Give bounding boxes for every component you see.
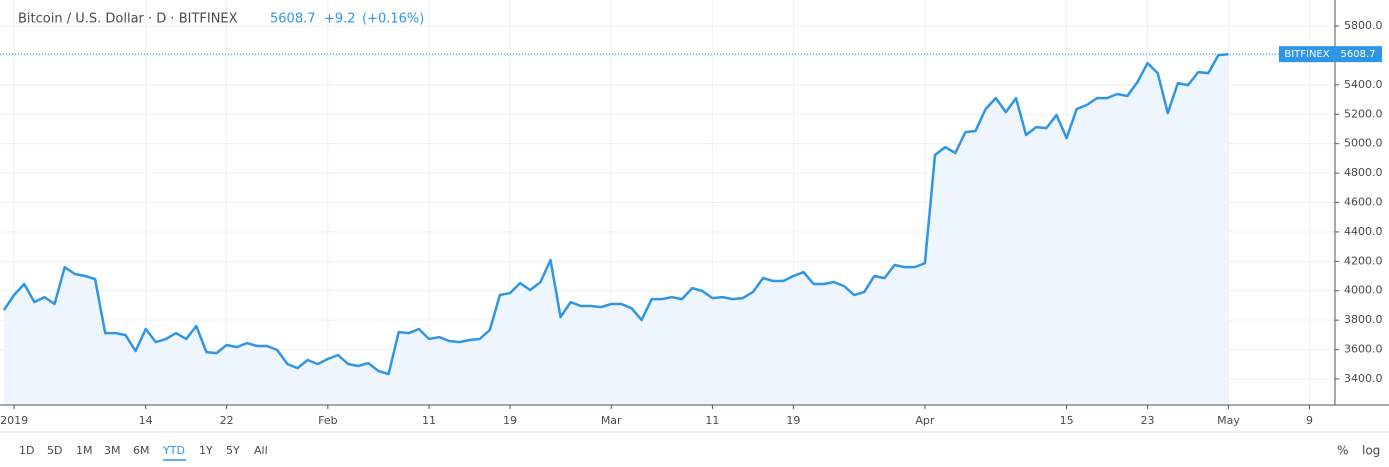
symbol-title: Bitcoin / U.S. Dollar · D · BITFINEX [18,12,238,27]
range-button[interactable]: 1D [19,444,34,457]
y-tick-label: 3400.0 [1344,372,1383,385]
range-button[interactable]: YTD [162,444,185,457]
y-tick-label: 3800.0 [1344,313,1383,326]
range-button[interactable]: 1Y [199,444,213,457]
x-tick-label: 9 [1306,414,1313,427]
range-button[interactable]: 6M [133,444,150,457]
price-tag [1335,46,1382,63]
exchange-label: BITFINEX [1284,49,1329,60]
y-tick-label: 5800.0 [1344,19,1383,32]
price-change: +9.2 [324,12,356,27]
price-label: 5608.7 [1341,49,1376,60]
x-tick-label: 11 [705,414,719,427]
x-tick-label: Mar [601,414,622,427]
range-button[interactable]: All [254,444,268,457]
y-tick-label: 5000.0 [1344,137,1383,150]
x-tick-label: May [1217,414,1240,427]
last-price: 5608.7 [270,12,316,27]
x-tick-label: 14 [139,414,153,427]
x-tick-label: 23 [1141,414,1155,427]
range-button[interactable]: 1M [76,444,93,457]
y-tick-label: 4200.0 [1344,254,1383,267]
y-tick-label: 5400.0 [1344,78,1383,91]
y-tick-label: 5200.0 [1344,107,1383,120]
y-tick-label: 4000.0 [1344,284,1383,297]
range-button[interactable]: 3M [104,444,121,457]
range-button[interactable]: 5Y [226,444,240,457]
price-change-pct: (+0.16%) [362,12,424,27]
x-tick-label: 22 [220,414,234,427]
x-tick-label: 19 [503,414,517,427]
exchange-tag [1279,46,1335,63]
price-line [2,52,1229,376]
y-tick-label: 4400.0 [1344,225,1383,238]
x-tick-label: 2019 [0,414,28,427]
x-tick-label: Apr [915,414,935,427]
range-button[interactable]: 5D [47,444,62,457]
area-fill [4,54,1229,405]
y-tick-label: 3600.0 [1344,343,1383,356]
x-tick-label: 19 [786,414,800,427]
scale-option[interactable]: log [1362,444,1380,458]
scale-option[interactable]: % [1337,444,1348,458]
y-tick-label: 4800.0 [1344,166,1383,179]
x-tick-label: 11 [422,414,436,427]
x-tick-label: Feb [318,414,337,427]
y-tick-label: 4600.0 [1344,196,1383,209]
x-tick-label: 15 [1060,414,1074,427]
